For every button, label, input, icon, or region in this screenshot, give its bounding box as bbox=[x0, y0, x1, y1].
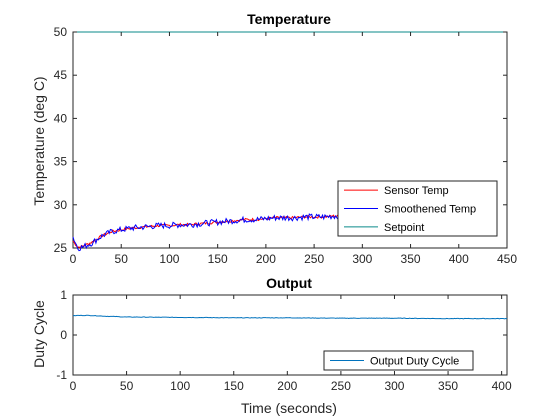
temperature-x-tick-label: 200 bbox=[256, 252, 276, 266]
output-series-output-duty-cycle bbox=[72, 314, 508, 320]
output-x-tick-label: 300 bbox=[384, 379, 404, 393]
temperature-x-tick-label: 350 bbox=[401, 252, 421, 266]
output-legend-label: Output Duty Cycle bbox=[370, 356, 459, 368]
output-x-tick-label: 400 bbox=[492, 379, 512, 393]
temperature-y-tick-label: 50 bbox=[54, 25, 68, 39]
temperature-legend-label: Setpoint bbox=[384, 222, 424, 234]
temperature-x-tick-label: 150 bbox=[208, 252, 228, 266]
output-x-tick-label: 150 bbox=[224, 379, 244, 393]
output-x-tick-label: 350 bbox=[438, 379, 458, 393]
temperature-y-tick-label: 35 bbox=[54, 155, 68, 169]
time-x-axis-label: Time (seconds) bbox=[241, 400, 337, 416]
temperature-axes: Temperature Temperature (deg C) bbox=[31, 11, 331, 206]
temperature-y-tick-label: 45 bbox=[54, 68, 68, 82]
temperature-y-axis-label: Temperature (deg C) bbox=[31, 76, 47, 205]
temperature-x-tick-label: 400 bbox=[449, 252, 469, 266]
temperature-plot-area: 0 50 100 150 200 250 300 350 400 450 25 30 35 40 45 50 S… bbox=[54, 25, 518, 266]
temperature-series-sensor-temp bbox=[72, 214, 342, 249]
temperature-x-tick-label: 0 bbox=[70, 252, 77, 266]
output-y-tick-label: 1 bbox=[60, 288, 67, 302]
temperature-x-tick-label: 300 bbox=[352, 252, 372, 266]
output-title: Output bbox=[266, 275, 312, 291]
temperature-series-smoothened-temp bbox=[72, 211, 342, 252]
temperature-legend: Sensor Temp Smoothened Temp Setpoint bbox=[337, 180, 498, 237]
temperature-x-tick-label: 250 bbox=[304, 252, 324, 266]
temperature-x-tick-label: 100 bbox=[159, 252, 179, 266]
output-x-tick-label: 100 bbox=[170, 379, 190, 393]
output-x-tick-label: 0 bbox=[70, 379, 77, 393]
output-legend-box bbox=[323, 350, 474, 371]
temperature-legend-label: Sensor Temp bbox=[384, 185, 449, 197]
temperature-title: Temperature bbox=[247, 11, 331, 27]
output-x-tick-label: 200 bbox=[277, 379, 297, 393]
output-y-axis-label: Duty Cycle bbox=[31, 300, 47, 368]
temperature-x-tick-label: 50 bbox=[115, 252, 129, 266]
output-legend: Output Duty Cycle bbox=[323, 350, 474, 371]
output-axes: Output Duty Cycle Time (seconds) bbox=[31, 275, 337, 416]
temperature-y-tick-label: 40 bbox=[54, 111, 68, 125]
temperature-y-tick-label: 25 bbox=[54, 241, 68, 255]
output-y-tick-label: 0 bbox=[60, 328, 67, 342]
temperature-legend-label: Smoothened Temp bbox=[384, 204, 476, 216]
temperature-x-tick-label: 450 bbox=[497, 252, 517, 266]
output-x-tick-label: 250 bbox=[331, 379, 351, 393]
temperature-y-tick-label: 30 bbox=[54, 198, 68, 212]
output-x-tick-label: 50 bbox=[120, 379, 134, 393]
output-y-tick-label: -1 bbox=[56, 368, 67, 382]
